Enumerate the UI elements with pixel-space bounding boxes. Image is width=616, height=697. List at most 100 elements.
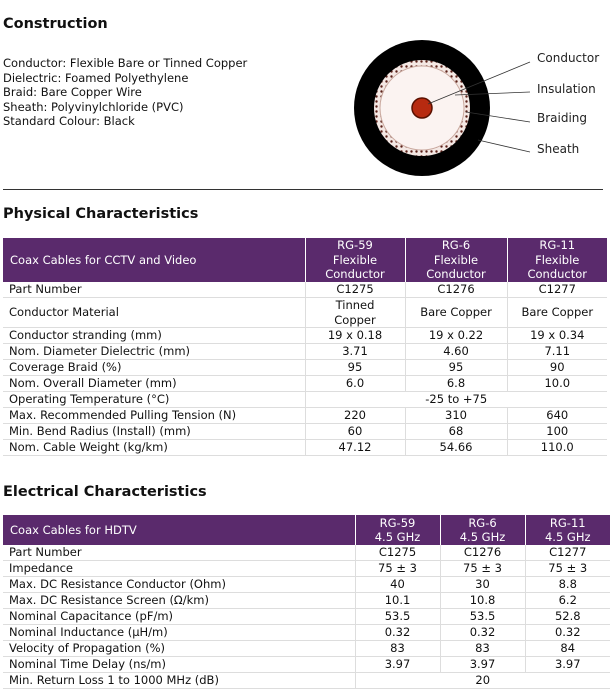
cell: 110.0	[507, 439, 607, 456]
table-row: Nom. Diameter Dielectric (mm) 3.71 4.60 7.1…	[3, 343, 607, 360]
cell: 19 x 0.22	[405, 327, 508, 344]
row-label: Operating Temperature (°C)	[3, 391, 306, 408]
cable-diagram: Conductor Insulation Braiding Sheath	[354, 40, 599, 176]
section-title: Physical Characteristics	[3, 206, 199, 222]
row-label: Min. Return Loss 1 to 1000 MHz (dB)	[3, 672, 356, 689]
cell: 8.8	[525, 576, 610, 593]
table-row: Nominal Inductance (µH/m) 0.32 0.32 0.32	[3, 624, 610, 641]
cell: C1276	[440, 545, 526, 561]
header-cell: Coax Cables for CCTV and Video	[3, 238, 306, 282]
cell: 83	[355, 640, 441, 657]
header-row: Coax Cables for HDTV RG-59 4.5 GHz RG-6 4.5 …	[3, 515, 610, 545]
row-label: Max. Recommended Pulling Tension (N)	[3, 407, 306, 424]
cell: 10.0	[507, 375, 607, 392]
cell: 6.8	[405, 375, 508, 392]
row-label: Max. DC Resistance Screen (Ω/km)	[3, 592, 356, 609]
table-row: Max. DC Resistance Screen (Ω/km) 10.1 10.8…	[3, 592, 610, 609]
cell: 0.32	[355, 624, 441, 641]
header-line: Flexible	[535, 252, 580, 267]
header-line: RG-11	[539, 238, 576, 253]
header-line: Flexible	[433, 252, 479, 267]
diagram-label: Sheath	[537, 142, 579, 156]
cell: 83	[440, 640, 526, 657]
leader-lines	[427, 61, 531, 153]
cell: C1277	[525, 545, 610, 561]
cell: 90	[507, 359, 607, 376]
cell: 95	[405, 359, 508, 376]
cell: 75 ± 3	[525, 560, 610, 577]
cell: 54.66	[405, 439, 508, 456]
table-row: Min. Bend Radius (Install) (mm) 60 68 100	[3, 423, 607, 440]
cell: C1275	[355, 545, 441, 561]
cell: 4.60	[405, 343, 508, 360]
diagram-label: Insulation	[537, 82, 596, 96]
conductor	[411, 97, 433, 119]
cell: 68	[405, 423, 508, 440]
cell: Bare Copper	[405, 297, 508, 328]
table-row: Part Number C1275 C1276 C1277	[3, 545, 610, 561]
header-line: Coax Cables for HDTV	[10, 522, 137, 537]
divider	[3, 189, 603, 190]
cell: 52.8	[525, 608, 610, 625]
header-line: 4.5 GHz	[459, 530, 506, 544]
row-label: Nom. Overall Diameter (mm)	[3, 375, 306, 392]
row-label: Conductor stranding (mm)	[3, 327, 306, 344]
header-line: RG-59	[379, 515, 416, 530]
header-cell: Coax Cables for HDTV	[3, 515, 356, 545]
row-label: Impedance	[3, 560, 356, 577]
row-label: Conductor Material	[3, 297, 306, 328]
row-label: Nominal Time Delay (ns/m)	[3, 656, 356, 673]
header-line: 4.5 GHz	[374, 530, 421, 544]
cell: 3.97	[355, 656, 441, 673]
row-label: Nom. Cable Weight (kg/km)	[3, 439, 306, 456]
table-row: Velocity of Propagation (%) 83 83 84	[3, 640, 610, 657]
header-line: Conductor	[527, 267, 588, 282]
header-line: RG-11	[549, 515, 586, 530]
cell: C1275	[305, 282, 406, 298]
header-cell: RG-11 4.5 GHz	[525, 515, 610, 545]
cell: 640	[507, 407, 607, 424]
cell: 6.2	[525, 592, 610, 609]
physical-table: Coax Cables for CCTV and Video RG-59 Flexi…	[3, 238, 607, 456]
table-row: Part Number C1275 C1276 C1277	[3, 282, 607, 298]
table-row: Conductor Material Tinned Copper Bare Copp…	[3, 297, 607, 328]
header-line: Coax Cables for CCTV and Video	[10, 252, 197, 267]
header-cell: RG-59 4.5 GHz	[355, 515, 441, 545]
row-label: Min. Bend Radius (Install) (mm)	[3, 423, 306, 440]
cell: C1277	[507, 282, 607, 298]
table-row: Coverage Braid (%) 95 95 90	[3, 359, 607, 376]
row-label: Part Number	[3, 545, 356, 561]
header-line: RG-6	[441, 238, 471, 253]
electrical-table: Coax Cables for HDTV RG-59 4.5 GHz RG-6 4.5 …	[3, 515, 610, 689]
cell: 100	[507, 423, 607, 440]
spec-line: Standard Colour: Black	[3, 114, 135, 128]
spec-line: Dielectric: Foamed Polyethylene	[3, 70, 189, 85]
header-row: Coax Cables for CCTV and Video RG-59 Flexi…	[3, 238, 607, 282]
header-line: Conductor	[426, 267, 486, 282]
cell: 6.0	[305, 375, 406, 392]
header-cell: RG-6 Flexible Conductor	[405, 238, 508, 282]
table-row: Nominal Time Delay (ns/m) 3.97 3.97 3.97	[3, 656, 610, 673]
table-row: Nominal Capacitance (pF/m) 53.5 53.5 52.8	[3, 608, 610, 625]
cell: 7.11	[507, 343, 607, 360]
cell: 3.71	[305, 343, 406, 360]
cell: 3.97	[440, 656, 526, 673]
table-row: Min. Return Loss 1 to 1000 MHz (dB) 20	[3, 672, 610, 689]
cell: 3.97	[525, 656, 610, 673]
header-line: Flexible	[332, 252, 378, 267]
cell: 75 ± 3	[440, 560, 526, 577]
cell: 310	[405, 407, 508, 424]
table-row: Operating Temperature (°C) -25 to +75	[3, 391, 607, 408]
row-label: Part Number	[3, 282, 306, 298]
cell: 0.32	[440, 624, 526, 641]
cell: Bare Copper	[507, 297, 607, 328]
cell: Tinned Copper	[305, 297, 406, 328]
table-row: Max. Recommended Pulling Tension (N) 220 3…	[3, 407, 607, 424]
row-label: Velocity of Propagation (%)	[3, 640, 356, 657]
cell: 84	[525, 640, 610, 657]
table-row: Nom. Cable Weight (kg/km) 47.12 54.66 110.0	[3, 439, 607, 456]
cell: 40	[355, 576, 441, 593]
header-line: Conductor	[325, 267, 385, 282]
header-cell: RG-6 4.5 GHz	[440, 515, 526, 545]
